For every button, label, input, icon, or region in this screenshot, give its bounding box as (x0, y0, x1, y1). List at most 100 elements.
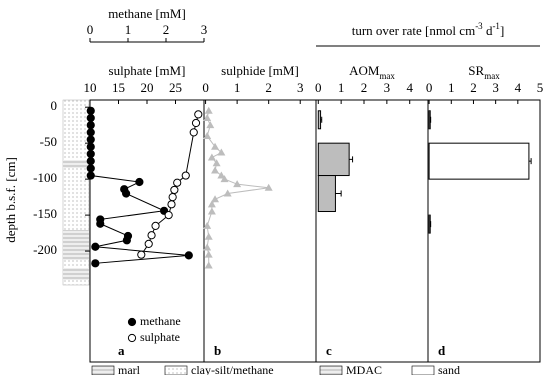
error-bar (320, 116, 323, 123)
data-point (233, 180, 242, 188)
x-axis-label: sulphide [mM] (221, 63, 299, 78)
error-bar (335, 190, 342, 197)
data-point (96, 219, 105, 228)
y-tick-label: -100 (33, 170, 57, 185)
bar (317, 110, 322, 130)
x2-tick-label: 2 (163, 22, 170, 37)
lithology-column (62, 99, 90, 286)
bar (428, 214, 431, 234)
data-point (211, 195, 220, 203)
panel-letter: c (326, 343, 332, 358)
data-point (184, 251, 193, 260)
data-point (167, 200, 176, 209)
y-tick-label: -200 (33, 242, 57, 257)
data-point (151, 221, 160, 231)
x-tick-label: 2 (361, 80, 368, 95)
data-point (191, 118, 201, 128)
header-part: ] (500, 23, 504, 38)
data-point (86, 157, 95, 166)
x-tick-label: 1 (234, 80, 241, 95)
data-point (86, 142, 95, 151)
x-axis-label: AOMmax (349, 63, 395, 81)
data-point (164, 211, 173, 220)
x-tick-label: 2 (265, 80, 272, 95)
data-point (137, 250, 146, 259)
x2-tick-label: 0 (87, 22, 94, 37)
data-point (86, 121, 95, 130)
data-point (207, 200, 216, 208)
data-point (91, 242, 100, 251)
legend-label: methane (140, 314, 181, 328)
legend-label: MDAC (346, 363, 382, 375)
panel-letter: a (118, 343, 125, 358)
x-tick-label: 4 (406, 80, 413, 95)
data-point (203, 113, 212, 121)
header-part: -1 (492, 21, 500, 31)
data-point (204, 261, 213, 269)
bar (317, 175, 336, 213)
bar (428, 110, 431, 130)
x-tick-label: 10 (84, 80, 97, 95)
legend-label: sand (438, 363, 460, 375)
x-tick-label: 25 (169, 80, 182, 95)
x-tick-label: 0 (315, 80, 322, 95)
series-line (206, 110, 269, 266)
legend-swatch (164, 365, 188, 375)
y-tick-label: -50 (40, 134, 57, 149)
legend-label: marl (118, 363, 141, 375)
legend-swatch (319, 365, 343, 375)
data-point (86, 113, 95, 123)
data-point (223, 189, 232, 197)
data-point (173, 178, 182, 187)
data-point (207, 153, 216, 161)
data-point (204, 250, 213, 258)
bar (428, 142, 530, 180)
panel-letter: d (438, 343, 446, 358)
x-tick-label: 3 (384, 80, 391, 95)
label-main: SR (468, 63, 484, 78)
header-part: d (483, 23, 493, 38)
header-part: -3 (475, 21, 483, 31)
legend-label: clay-silt/methane (191, 363, 274, 375)
data-point (147, 231, 156, 240)
x-tick-label: 20 (141, 80, 154, 95)
plot-frame (89, 99, 541, 363)
bar (317, 142, 350, 177)
data-point (203, 243, 212, 251)
x-tick-label: 5 (537, 80, 544, 95)
data-point (207, 207, 216, 215)
data-point (217, 148, 226, 156)
data-point (122, 189, 131, 198)
data-point (86, 164, 95, 173)
data-point (211, 166, 220, 174)
x-tick-label: 1 (448, 80, 455, 95)
data-point (212, 159, 221, 167)
x2-axis-label: methane [mM] (108, 6, 186, 21)
label-sub: max (484, 71, 500, 81)
data-point (211, 142, 220, 150)
error-bar (349, 156, 354, 163)
turn-over-header: turn over rate [nmol cm-3 d-1] (352, 21, 505, 38)
data-point (194, 110, 203, 119)
x-tick-label: 4 (515, 80, 522, 95)
x-tick-label: 15 (112, 80, 125, 95)
data-point (170, 185, 179, 195)
x-tick-label: 2 (470, 80, 477, 95)
x-tick-label: 0 (426, 80, 433, 95)
x2-tick-label: 3 (201, 22, 208, 37)
panel-letter: b (214, 343, 221, 358)
x-tick-label: 3 (492, 80, 499, 95)
data-point (203, 221, 212, 229)
legend-marker (127, 317, 137, 327)
data-point (220, 175, 229, 183)
x-axis-label: sulphate [mM] (109, 63, 186, 78)
label-main: AOM (349, 63, 380, 78)
data-point (86, 171, 95, 180)
x-tick-label: 0 (202, 80, 209, 95)
data-point (203, 131, 212, 139)
legend-swatch (411, 365, 435, 375)
legend-swatch (91, 365, 115, 375)
x2-tick-label: 1 (125, 22, 132, 37)
